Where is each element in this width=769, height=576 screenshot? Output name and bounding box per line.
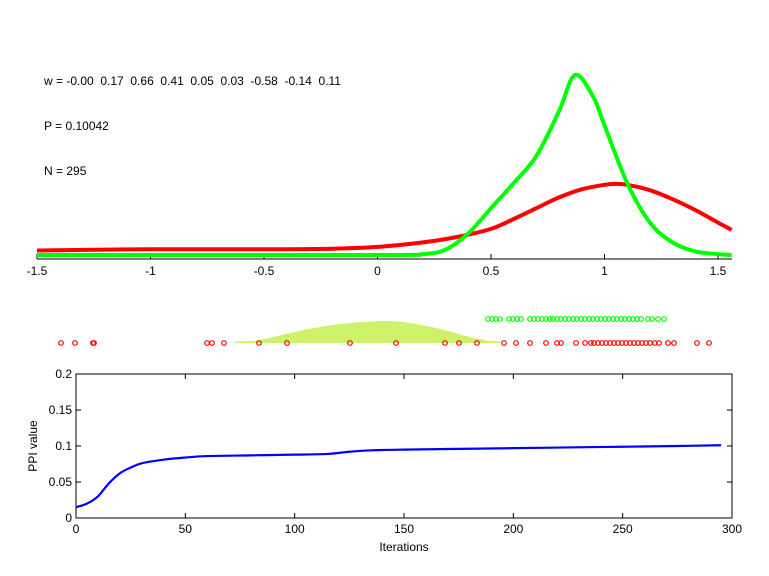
x-tick-label: 1.5 bbox=[710, 264, 727, 278]
green-samples-marker bbox=[649, 316, 655, 322]
red-samples-marker bbox=[558, 340, 564, 346]
green-density-curve bbox=[36, 72, 732, 258]
red-samples-marker bbox=[256, 340, 262, 346]
y-tick-label: 0.1 bbox=[55, 439, 72, 453]
red-samples-marker bbox=[221, 340, 227, 346]
x-tick-label: 150 bbox=[394, 522, 414, 536]
x-tick-label: 0.5 bbox=[483, 264, 500, 278]
x-tick-label: 50 bbox=[179, 522, 193, 536]
p-value-text: P = 0.10042 bbox=[44, 119, 109, 133]
red-samples-marker bbox=[58, 340, 64, 346]
red-density-curve bbox=[36, 181, 733, 253]
green-samples-marker bbox=[638, 316, 644, 322]
x-tick-label: 1 bbox=[601, 264, 608, 278]
green-samples-marker bbox=[661, 316, 667, 322]
x-axis-label: Iterations bbox=[379, 540, 428, 554]
red-samples-marker bbox=[527, 340, 533, 346]
ppi-plot: 0 50 100 150 200 250 300 0 0.05 0.1 0.15 0.2 Iterati… bbox=[26, 367, 742, 554]
x-tick-label: -1 bbox=[145, 264, 156, 278]
x-tick-label: 0 bbox=[374, 264, 381, 278]
red-samples-marker bbox=[582, 340, 588, 346]
y-tick-label: 0.2 bbox=[55, 367, 72, 381]
red-samples-marker bbox=[665, 340, 671, 346]
red-samples-marker bbox=[456, 340, 462, 346]
x-tick-label: 200 bbox=[503, 522, 523, 536]
red-samples-marker bbox=[706, 340, 712, 346]
red-samples-marker bbox=[501, 340, 507, 346]
green-samples-marker bbox=[497, 316, 503, 322]
red-samples-marker bbox=[671, 340, 677, 346]
green-samples-marker bbox=[518, 316, 524, 322]
y-axis-label: PPI value bbox=[26, 420, 40, 472]
weights-text: w = -0.00 0.17 0.66 0.41 0.05 0.03 -0.58… bbox=[44, 74, 341, 88]
n-count-text: N = 295 bbox=[44, 164, 87, 178]
green-samples-marker bbox=[506, 316, 512, 322]
y-tick-label: 0.15 bbox=[49, 403, 73, 417]
red-samples-marker bbox=[588, 340, 594, 346]
green-samples-marker bbox=[655, 316, 661, 322]
sample-strip bbox=[58, 316, 712, 346]
red-samples-marker bbox=[513, 340, 519, 346]
red-samples-marker bbox=[284, 340, 290, 346]
red-samples-marker bbox=[474, 340, 480, 346]
y-tick-label: 0.05 bbox=[49, 475, 73, 489]
red-samples-marker bbox=[656, 340, 662, 346]
x-tick-label: 100 bbox=[285, 522, 305, 536]
green-samples-marker bbox=[485, 316, 491, 322]
red-samples-marker bbox=[573, 340, 579, 346]
density-area bbox=[235, 321, 500, 343]
y-tick-label: 0 bbox=[65, 511, 72, 525]
red-samples-marker bbox=[543, 340, 549, 346]
red-samples-marker bbox=[393, 340, 399, 346]
red-samples-marker bbox=[91, 340, 97, 346]
red-samples-marker bbox=[204, 340, 210, 346]
ppi-line bbox=[75, 444, 722, 509]
model-info: w = -0.00 0.17 0.66 0.41 0.05 0.03 -0.58… bbox=[44, 44, 341, 194]
red-samples-marker bbox=[209, 340, 215, 346]
red-samples-marker bbox=[694, 340, 700, 346]
x-tick-label: 0 bbox=[73, 522, 80, 536]
x-tick-label: 250 bbox=[613, 522, 633, 536]
green-samples-marker bbox=[547, 316, 553, 322]
green-samples-marker bbox=[489, 316, 495, 322]
x-tick-label: -1.5 bbox=[27, 264, 48, 278]
red-samples-marker bbox=[442, 340, 448, 346]
green-samples-marker bbox=[493, 316, 499, 322]
x-tick-label: 300 bbox=[722, 522, 742, 536]
red-samples-marker bbox=[72, 340, 78, 346]
x-tick-label: -0.5 bbox=[254, 264, 275, 278]
red-samples-marker bbox=[347, 340, 353, 346]
density-plot: -1.5 -1 -0.5 0 0.5 1 1.5 bbox=[27, 72, 733, 278]
